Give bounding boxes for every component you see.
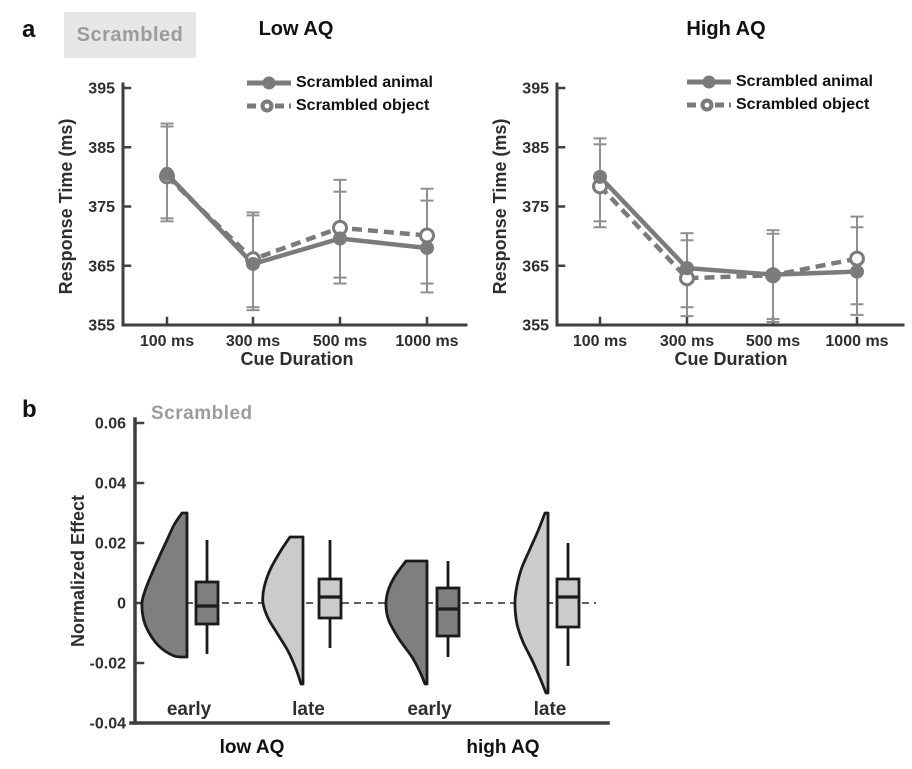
legend-row-animal: Scrambled animal [686,71,873,93]
condition-badge: Scrambled [64,12,196,58]
dashed-line-open-marker-icon [247,99,291,113]
panel-a-line-charts: 355 365 375 385 395 100 ms 300 ms 500 ms 1000 ms… [56,81,905,369]
y-tick-label: 355 [88,318,115,335]
low-aq-legend: Scrambled animal Scrambled object [246,72,433,117]
filled-marker [420,240,434,255]
box [555,577,581,629]
x-category-label: late [534,699,567,720]
panel-b-letter: b [22,396,37,423]
solid-line-filled-marker-icon [687,75,731,89]
open-marker [849,250,865,267]
y-tick-label: 355 [522,318,549,335]
group-label-low-aq: low AQ [219,737,285,758]
panel-a-letter: a [22,16,36,43]
box [435,586,461,638]
x-tick-label: 500 ms [313,333,367,350]
y-tick-label: 365 [522,258,549,275]
solid-line-filled-marker-icon [247,76,291,90]
y-tick-label: 395 [88,81,115,98]
raincloud-low-AQ-late [261,535,343,686]
raincloud-high-AQ-late [513,511,581,695]
legend-row-object: Scrambled object [686,94,873,116]
y-tick-label: -0.04 [90,716,127,733]
series-line [598,175,858,277]
filled-marker [593,169,607,184]
x-tick-label: 300 ms [226,333,280,350]
filled-marker [160,166,174,181]
raincloud-low-AQ-early [140,511,220,659]
raincloud-high-AQ-early [384,559,461,686]
legend-label: Scrambled object [296,97,430,114]
y-axis-title: Response Time (ms) [490,119,510,295]
y-tick-label: 385 [522,140,549,157]
x-axis-title: Cue Duration [674,349,787,369]
filled-marker [680,261,694,276]
raincloud-chart: 0.06 0.04 0.02 0 -0.02 -0.04 Normalized Effect… [68,416,610,733]
filled-marker [766,267,780,282]
y-tick-label: 395 [522,81,549,98]
legend-label: Scrambled animal [736,73,873,90]
open-marker [419,227,435,244]
high-aq-legend: Scrambled animal Scrambled object [686,71,873,116]
y-axis-title: Response Time (ms) [56,119,76,295]
y-tick-label: 0.02 [95,536,126,553]
x-category-label: late [292,699,325,720]
error-bars [593,137,864,324]
x-tick-label: 500 ms [746,333,800,350]
panel-b-subtitle: Scrambled [151,403,253,424]
y-tick-label: 0 [117,596,126,613]
legend-row-animal: Scrambled animal [246,72,433,94]
low-aq-chart: 355 365 375 385 395 100 ms 300 ms 500 ms 1000 ms… [56,81,468,369]
filled-marker [246,256,260,271]
series-line [165,174,428,262]
y-tick-label: 375 [88,199,115,216]
y-tick-label: 385 [88,140,115,157]
x-tick-label: 1000 ms [825,333,888,350]
filled-marker [333,231,347,246]
filled-marker [850,264,864,279]
x-tick-label: 300 ms [660,333,714,350]
half-violin [513,511,550,695]
y-tick-label: 365 [88,258,115,275]
legend-label: Scrambled animal [296,74,433,91]
half-violin [140,511,189,659]
low-aq-title: Low AQ [258,18,334,40]
half-violin [261,535,305,686]
y-tick-label: 0.06 [95,416,126,433]
x-tick-label: 100 ms [140,333,194,350]
y-tick-label: 375 [522,199,549,216]
x-category-label: early [167,699,212,720]
group-label-high-aq: high AQ [466,737,540,758]
x-category-label: early [407,699,452,720]
error-bars [160,122,434,312]
series-line [598,184,858,281]
x-tick-label: 1000 ms [395,333,458,350]
axes [555,82,905,327]
box [194,580,220,626]
dashed-line-open-marker-icon [687,98,731,112]
x-tick-label: 100 ms [573,333,627,350]
series-line [165,172,428,267]
legend-label: Scrambled object [736,96,870,113]
panel-b-raincloud-chart: 0.06 0.04 0.02 0 -0.02 -0.04 Normalized Effect… [68,416,610,733]
y-tick-label: 0.04 [95,476,126,493]
y-tick-label: -0.02 [90,656,127,673]
high-aq-title: High AQ [686,18,766,40]
axes [121,82,468,327]
legend-row-object: Scrambled object [246,95,433,117]
half-violin [384,559,429,686]
x-axis-title: Cue Duration [240,349,353,369]
y-axis-title: Normalized Effect [68,495,88,647]
high-aq-chart: 355 365 375 385 395 100 ms 300 ms 500 ms 1000 ms… [490,81,905,369]
